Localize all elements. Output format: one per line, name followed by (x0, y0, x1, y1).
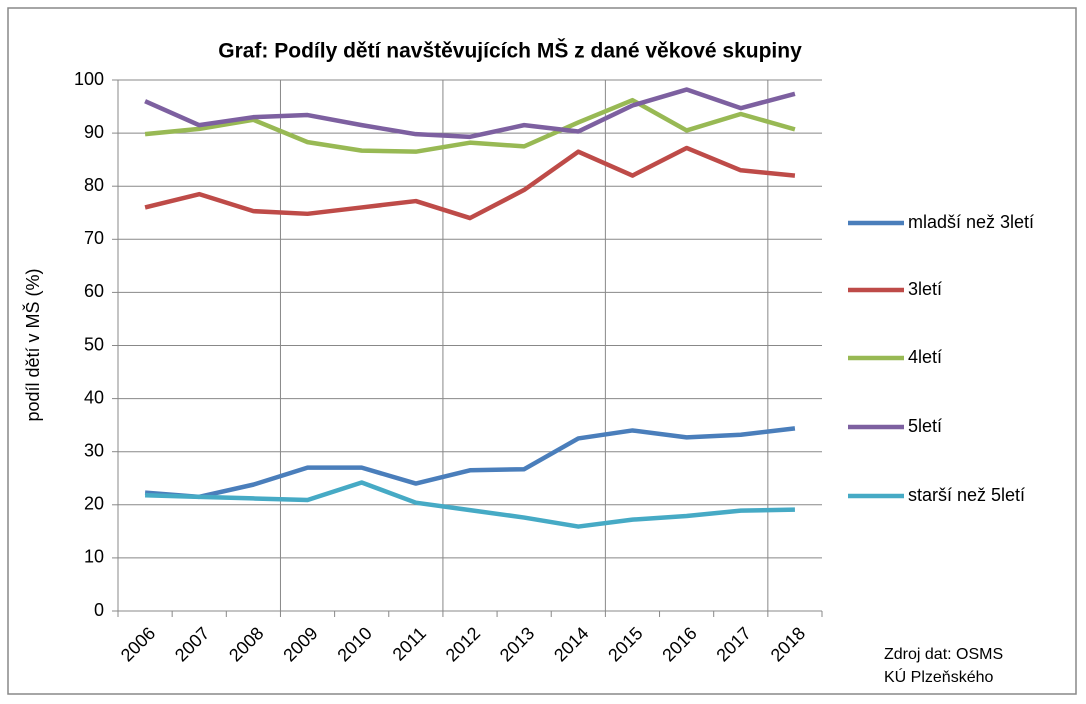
y-tick-label: 60 (84, 281, 104, 301)
y-tick-label: 100 (74, 69, 104, 89)
legend-label: mladší než 3letí (908, 212, 1034, 232)
series-line (144, 97, 796, 154)
chart-frame (7, 7, 1077, 695)
series-line (144, 426, 796, 500)
y-tick-label: 20 (84, 494, 104, 514)
y-tick-label: 50 (84, 334, 104, 354)
y-tick-label: 80 (84, 175, 104, 195)
series-line (145, 480, 795, 529)
series-line (144, 145, 796, 221)
y-tick-label: 0 (94, 600, 104, 620)
legend-label: 5letí (908, 416, 942, 436)
y-tick-label: 40 (84, 387, 104, 407)
chart-title: Graf: Podíly dětí navštěvujících MŠ z da… (218, 39, 802, 63)
legend-label: 3letí (908, 279, 942, 299)
source-note: Zdroj dat: OSMS (884, 646, 1003, 663)
y-tick-label: 90 (84, 122, 104, 142)
y-axis-label: podíl dětí v MŠ (%) (22, 268, 43, 421)
legend-label: 4letí (908, 347, 942, 367)
series-line (144, 87, 796, 140)
y-tick-label: 10 (84, 547, 104, 567)
source-note: KÚ Plzeňského (884, 667, 993, 686)
y-tick-label: 70 (84, 228, 104, 248)
y-tick-label: 30 (84, 440, 104, 460)
legend-label: starší než 5letí (908, 485, 1025, 505)
